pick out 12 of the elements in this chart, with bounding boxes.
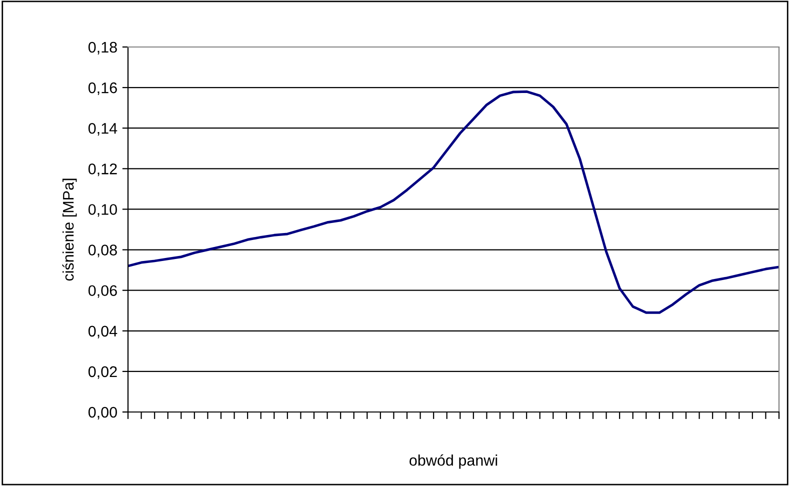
y-axis-title: ciśnienie [MPa] — [62, 178, 77, 281]
y-tick-label: 0,08 — [88, 244, 117, 258]
y-tick-label: 0,02 — [88, 366, 117, 379]
y-tick-label: 0,04 — [88, 326, 118, 338]
y-tick-label: 0,18 — [88, 42, 117, 54]
y-tick-label: 0,06 — [88, 285, 117, 298]
y-tick-label: 0,14 — [88, 122, 118, 136]
y-tick-label: 0,16 — [88, 82, 117, 96]
y-tick-label: 0,12 — [88, 164, 117, 176]
x-axis-title: obwód panwi — [410, 454, 498, 469]
y-tick-label: 0,10 — [88, 204, 117, 217]
y-tick-label: 0,00 — [88, 406, 117, 420]
